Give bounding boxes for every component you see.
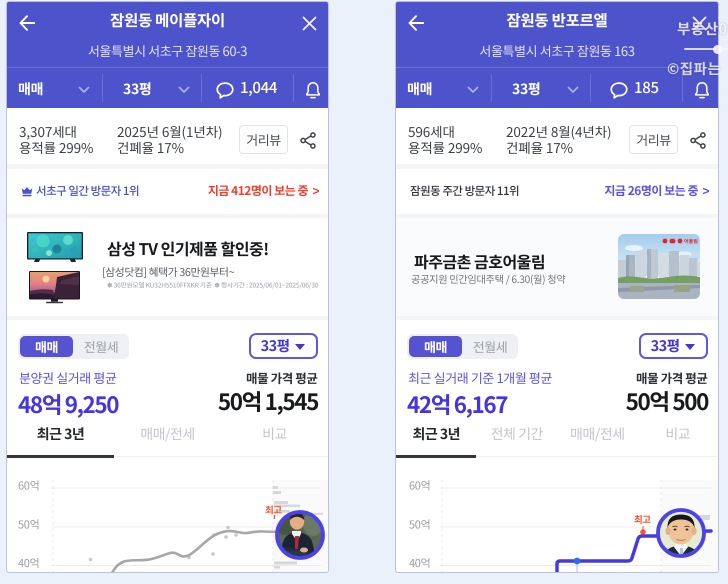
svg-text:어울림: 어울림 xyxy=(684,238,698,245)
svg-text:60억: 60억 xyxy=(409,478,430,494)
svg-text:최고: 최고 xyxy=(265,503,282,517)
svg-text:50억: 50억 xyxy=(409,517,430,533)
svg-text:40억: 40억 xyxy=(18,555,39,571)
svg-text:50억: 50억 xyxy=(18,517,39,533)
svg-text:60억: 60억 xyxy=(18,478,39,494)
svg-text:최고: 최고 xyxy=(634,512,651,526)
svg-text:40억: 40억 xyxy=(409,555,430,571)
